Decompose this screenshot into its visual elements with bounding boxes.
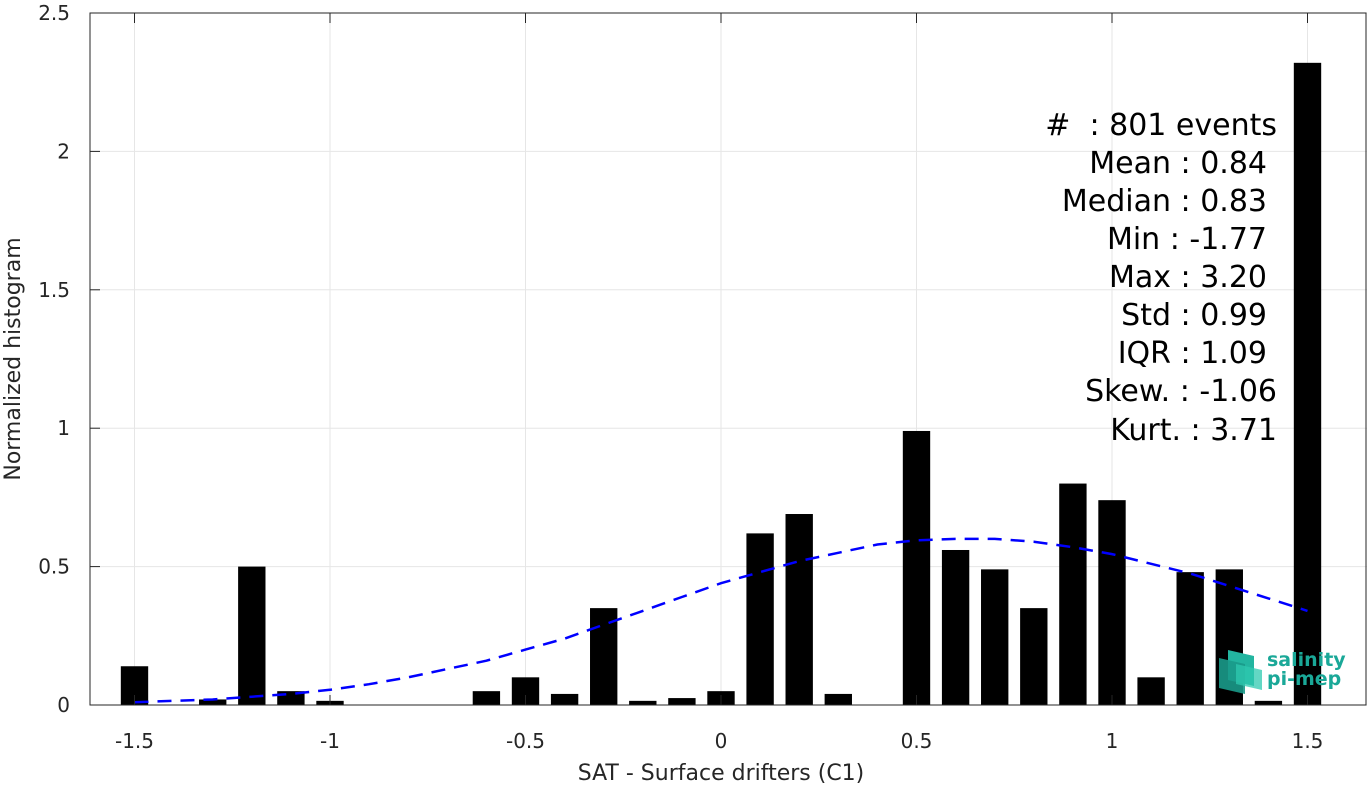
histogram-bar — [199, 699, 227, 705]
histogram-bar — [902, 430, 931, 705]
y-tick-label: 1 — [57, 416, 70, 440]
histogram-bar — [590, 608, 618, 705]
histogram-bar — [1137, 677, 1165, 705]
histogram-bar — [981, 569, 1009, 705]
x-tick-label: 0 — [715, 729, 728, 753]
stats-iqr: IQR : 1.09 — [1118, 336, 1267, 371]
y-tick-label: 0 — [57, 693, 70, 717]
histogram-bar — [1059, 483, 1087, 705]
x-tick-label: 1 — [1106, 729, 1119, 753]
y-axis-label: Normalized histogram — [1, 237, 26, 480]
axes — [89, 12, 1367, 706]
logo-line-2: pi-mep — [1267, 668, 1341, 690]
histogram-bar — [824, 693, 852, 705]
stats-std: Std : 0.99 — [1121, 298, 1267, 333]
histogram-bar — [550, 693, 579, 705]
histogram-bar — [1254, 700, 1283, 705]
histogram-bar — [1020, 608, 1048, 705]
histogram-bar — [941, 549, 970, 705]
stats-median: Median : 0.83 — [1062, 184, 1267, 219]
x-tick-label: -1.5 — [115, 729, 154, 753]
y-tick-label: 2 — [57, 139, 70, 163]
y-tick-label: 0.5 — [38, 555, 70, 579]
stats-min: Min : -1.77 — [1107, 222, 1267, 257]
x-tick-labels: -1.5 -1 -0.5 0 0.5 1 1.5 — [115, 729, 1323, 753]
histogram-bar — [1293, 62, 1322, 706]
y-tick-label: 2.5 — [38, 1, 70, 25]
stats-kurtosis: Kurt. : 3.71 — [1110, 413, 1277, 448]
salinity-pimep-logo: salinity pi-mep — [1219, 649, 1346, 694]
y-tick-labels: 0 0.5 1 1.5 2 2.5 — [38, 1, 70, 717]
x-tick-label: 0.5 — [901, 729, 933, 753]
stats-max: Max : 3.20 — [1109, 260, 1267, 295]
histogram-bar — [238, 566, 266, 705]
logo-line-1: salinity — [1267, 649, 1346, 671]
histogram-bar — [629, 700, 657, 705]
stats-mean: Mean : 0.84 — [1089, 146, 1267, 181]
stats-box: # : 801 events Mean : 0.84 Median : 0.83… — [1045, 108, 1277, 448]
histogram-bar — [746, 533, 774, 705]
plot-frame — [89, 12, 1367, 706]
y-tick-label: 1.5 — [38, 278, 70, 302]
histogram-bar — [785, 514, 813, 705]
histogram-bar — [1098, 500, 1126, 705]
histogram-bar — [472, 691, 501, 705]
logo-cube-icon — [1219, 650, 1262, 694]
stats-events: # : 801 events — [1045, 108, 1277, 143]
x-axis-label: SAT - Surface drifters (C1) — [578, 761, 865, 785]
x-tick-label: -1 — [320, 729, 340, 753]
fit-curve — [134, 537, 1308, 704]
histogram-bar — [668, 698, 696, 705]
histogram-bar — [1176, 572, 1204, 705]
x-tick-label: 1.5 — [1292, 729, 1324, 753]
stats-skewness: Skew. : -1.06 — [1085, 374, 1277, 409]
x-tick-label: -0.5 — [506, 729, 545, 753]
